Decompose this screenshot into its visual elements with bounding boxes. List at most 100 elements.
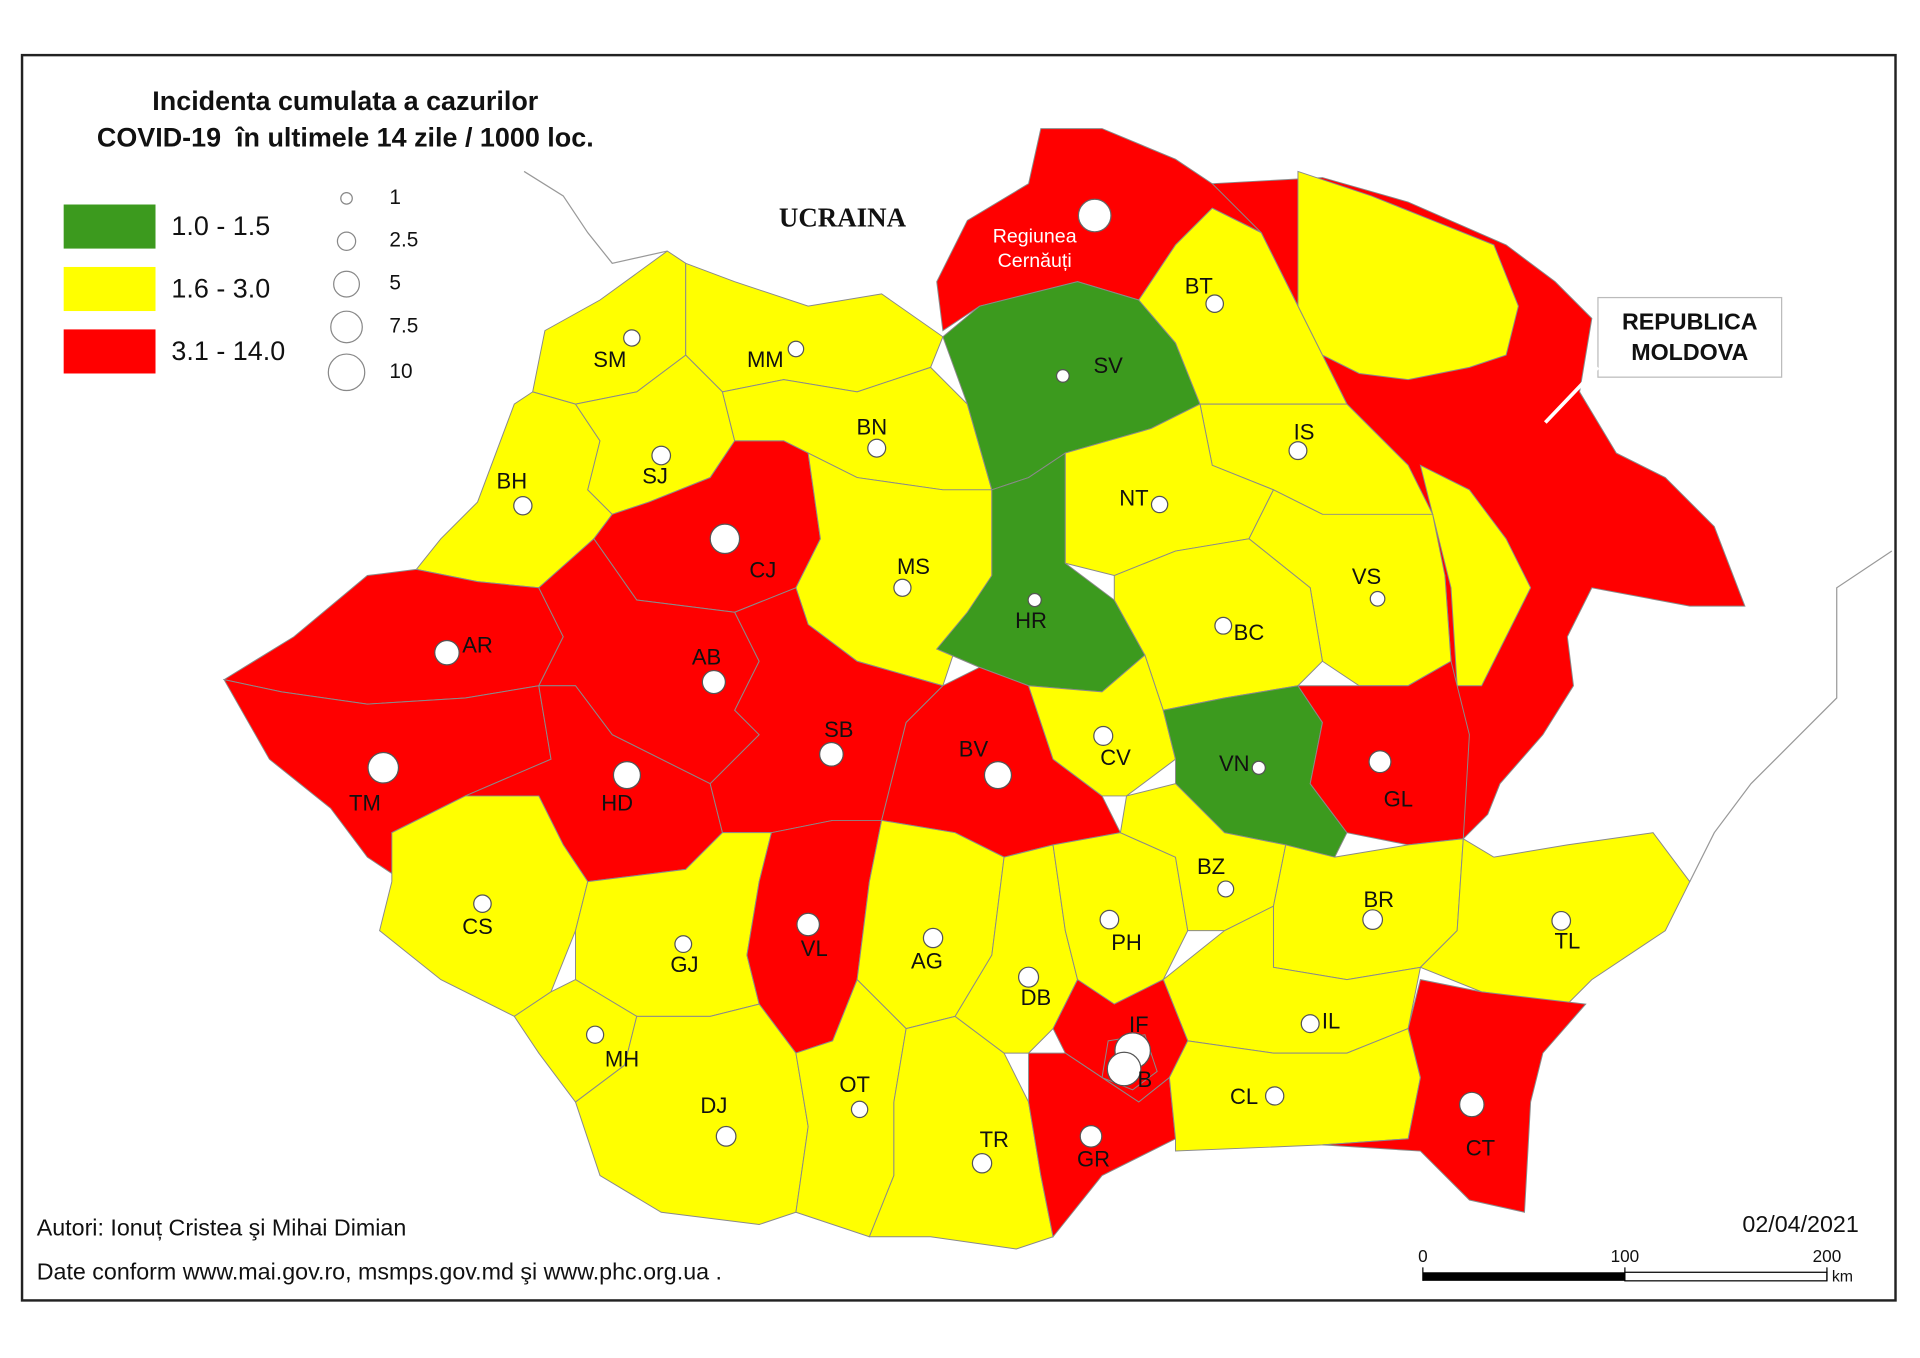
county-label: BZ	[1197, 854, 1225, 879]
county-label: IF	[1129, 1012, 1149, 1037]
incidence-circle	[1217, 880, 1235, 898]
legend-label: 3.1 - 14.0	[171, 336, 285, 366]
legend-swatch	[63, 329, 156, 374]
county-label: SJ	[642, 463, 668, 488]
county-label: BN	[857, 414, 888, 439]
incidence-circle	[1205, 294, 1225, 314]
incidence-circle	[651, 445, 672, 466]
county-label: OT	[839, 1072, 870, 1097]
legend-swatch	[63, 204, 156, 249]
county-label: MS	[897, 554, 930, 579]
county-label: B	[1138, 1067, 1153, 1092]
legend-size-label: 10	[389, 360, 412, 383]
incidence-circle	[1027, 592, 1042, 608]
incidence-circle	[819, 741, 844, 767]
incidence-circle	[1055, 369, 1070, 383]
country-label: MOLDOVA	[1631, 339, 1748, 365]
legend-size-label: 5	[389, 272, 401, 295]
legend-size-circle	[336, 231, 357, 251]
border-line	[1689, 550, 1893, 882]
county-label: CL	[1230, 1084, 1258, 1109]
incidence-circle	[473, 894, 492, 914]
moldova-area	[1419, 464, 1532, 687]
incidence-circle	[850, 1100, 869, 1119]
incidence-circle	[1106, 1051, 1142, 1087]
legend-size-circle	[333, 270, 361, 298]
county-label: AG	[911, 948, 943, 973]
incidence-circle	[922, 927, 944, 949]
county	[1138, 207, 1348, 405]
incidence-circle	[1362, 909, 1384, 931]
county-label: HR	[1015, 608, 1047, 633]
county-label: BH	[497, 468, 528, 493]
legend-size-circle	[327, 353, 366, 392]
borders	[523, 170, 1893, 882]
county-label: BC	[1234, 620, 1265, 645]
county-label: AR	[462, 632, 493, 657]
county-label: CT	[1466, 1136, 1495, 1161]
leader-line	[1543, 366, 1600, 424]
legend: 1.0 - 1.5 1.6 - 3.0 3.1 - 14.0 1 2.5 5 7.5 10	[63, 186, 418, 392]
scale-unit: km	[1832, 1268, 1853, 1285]
incidence-circle	[1099, 909, 1120, 930]
county-label: IS	[1294, 419, 1315, 444]
county-label: VS	[1352, 564, 1381, 589]
incidence-circle	[787, 340, 805, 358]
county-label: VN	[1219, 751, 1250, 776]
county-label: BV	[959, 736, 989, 761]
authors: Autori: Ionuț Cristea şi Mihai Dimian	[37, 1215, 407, 1241]
legend-label: 1.0 - 1.5	[171, 211, 270, 241]
scale-segment	[1624, 1271, 1828, 1282]
scale-label: 200	[1813, 1246, 1842, 1266]
label-box	[1597, 296, 1783, 378]
incidence-circle	[701, 669, 726, 695]
county-label: MM	[747, 347, 784, 372]
legend-size-label: 7.5	[389, 314, 418, 337]
county-label: SM	[593, 347, 626, 372]
county-label: CJ	[749, 558, 776, 583]
incidence-circle	[513, 496, 533, 516]
incidence-circle	[983, 761, 1013, 790]
incidence-circle	[1368, 750, 1392, 774]
country-label: UCRAINA	[779, 203, 907, 233]
incidence-circle	[1551, 910, 1572, 931]
county-label: PH	[1111, 930, 1142, 955]
border-line	[523, 170, 668, 264]
county-label: BR	[1363, 887, 1394, 912]
region-label: Cernăuți	[998, 250, 1072, 272]
incidence-circle	[612, 761, 642, 790]
incidence-circle	[709, 523, 741, 555]
county-label: CS	[462, 914, 493, 939]
legend-size-label: 2.5	[389, 229, 418, 252]
county-label: TR	[980, 1127, 1009, 1152]
incidence-circle	[1264, 1086, 1285, 1106]
scale-label: 100	[1611, 1246, 1640, 1266]
incidence-circle	[434, 639, 460, 666]
legend-size-circle	[340, 192, 353, 205]
incidence-circle	[1017, 966, 1040, 988]
country-label: REPUBLICA	[1622, 308, 1758, 334]
county-label: BT	[1185, 274, 1213, 299]
county-label: CV	[1100, 745, 1131, 770]
incidence-circle	[867, 438, 887, 458]
legend-swatch	[63, 266, 156, 312]
county-label: MH	[605, 1046, 639, 1071]
incidence-circle	[1251, 760, 1266, 775]
incidence-circle	[623, 329, 641, 347]
county-label: DB	[1021, 985, 1052, 1010]
region-label: Regiunea	[993, 226, 1077, 248]
county-label: TM	[349, 790, 381, 815]
county-label: VL	[801, 936, 828, 961]
scale-bar: 0 100 200 km	[1418, 1246, 1853, 1285]
incidence-circle	[1288, 441, 1308, 461]
incidence-circle	[893, 578, 912, 597]
county-label: HD	[601, 790, 633, 815]
incidence-circle	[796, 912, 820, 937]
incidence-circle	[1093, 725, 1114, 747]
county-label: NT	[1119, 485, 1148, 510]
incidence-circle	[367, 751, 400, 784]
incidence-circle	[715, 1125, 737, 1147]
